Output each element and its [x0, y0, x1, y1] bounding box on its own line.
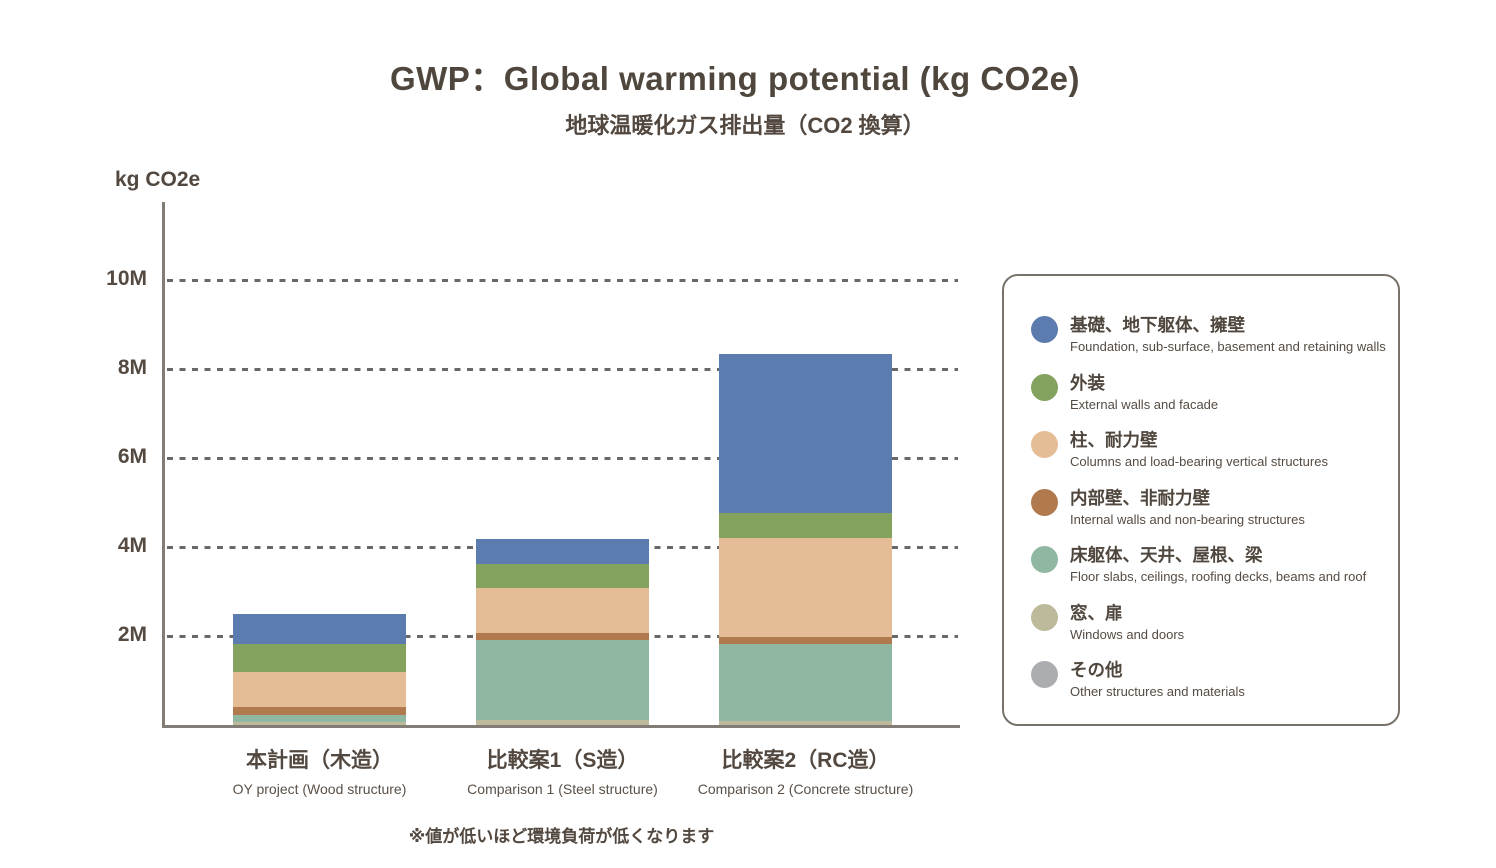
bar-segment	[719, 513, 892, 539]
y-axis-unit-label: kg CO2e	[115, 168, 201, 191]
bar-segment	[476, 563, 649, 588]
category-label-concrete-ja: 比較案2（RC造）	[721, 749, 890, 772]
x-axis-line	[162, 724, 960, 728]
legend-foundation-ja: 基礎、地下躯体、擁壁	[1070, 315, 1245, 335]
y-tick-label-10M: 10M	[106, 267, 147, 290]
category-label-steel: 比較案1（S造） Comparison 1 (Steel structure)	[423, 744, 703, 797]
legend-item-columns: 柱、耐力壁 Columns and load-bearing vertical …	[1031, 429, 1381, 470]
bar-segment	[233, 707, 406, 716]
footnote: ※値が低いほど環境負荷が低くなります	[408, 827, 715, 846]
bar-segment	[719, 720, 892, 725]
category-label-wood-en: OY project (Wood structure)	[232, 781, 407, 797]
legend-foundation-en: Foundation, sub-surface, basement and re…	[1070, 339, 1386, 354]
bar-segment	[233, 644, 406, 673]
legend-item-external: 外装 External walls and facade	[1031, 372, 1381, 413]
legend-windows-ja: 窓、扉	[1070, 602, 1123, 623]
gridline-6M	[167, 456, 958, 460]
windows-color-dot-icon	[1031, 603, 1058, 631]
legend-other-en: Other structures and materials	[1070, 684, 1245, 699]
category-label-steel-en: Comparison 1 (Steel structure)	[467, 781, 658, 797]
y-axis-line	[162, 202, 165, 727]
y-tick-label-8M: 8M	[117, 356, 147, 379]
legend-internal-en: Internal walls and non-bearing structure…	[1070, 511, 1305, 527]
bar-segment	[476, 720, 649, 725]
legend-external-ja: 外装	[1070, 372, 1105, 393]
y-tick-label-6M: 6M	[117, 445, 147, 468]
bar-segment	[719, 354, 892, 514]
stacked-bar-1	[233, 614, 406, 725]
legend-item-internal: 内部壁、非耐力壁 Internal walls and non-bearing …	[1031, 487, 1381, 528]
chart-subtitle: 地球温暖化ガス排出量（CO2 換算）	[565, 113, 925, 138]
category-label-wood-ja: 本計画（木造）	[246, 749, 393, 772]
columns-color-dot-icon	[1031, 431, 1058, 458]
stacked-bar-3	[719, 354, 892, 725]
category-label-steel-ja: 比較案1（S造）	[486, 749, 639, 772]
chart-title: GWP：Global warming potential (kg CO2e)	[389, 60, 1081, 97]
bar-segment	[233, 672, 406, 708]
bar-segment	[476, 640, 649, 721]
bar-segment	[476, 633, 649, 641]
legend-item-windows: 窓、扉 Windows and doors	[1031, 602, 1381, 643]
category-label-concrete: 比較案2（RC造） Comparison 2 (Concrete structu…	[666, 744, 946, 797]
legend-internal-ja: 内部壁、非耐力壁	[1070, 487, 1210, 508]
legend-columns-ja: 柱、耐力壁	[1070, 430, 1158, 450]
legend-external-en: External walls and facade	[1070, 396, 1219, 412]
gridline-8M	[167, 367, 958, 371]
bar-segment	[233, 721, 406, 725]
legend-item-other: その他 Other structures and materials	[1031, 659, 1381, 700]
legend-columns-en: Columns and load-bearing vertical struct…	[1070, 454, 1328, 469]
legend-item-floor: 床躯体、天井、屋根、梁 Floor slabs, ceilings, roofi…	[1031, 544, 1381, 585]
bar-segment	[719, 538, 892, 637]
bar-segment	[476, 587, 649, 634]
bar-segment	[719, 636, 892, 645]
category-label-concrete-en: Comparison 2 (Concrete structure)	[697, 781, 914, 797]
legend-windows-en: Windows and doors	[1070, 626, 1185, 642]
bar-segment	[719, 644, 892, 721]
stacked-bar-2	[476, 539, 649, 725]
bar-segment	[233, 614, 406, 645]
legend-floor-ja: 床躯体、天井、屋根、梁	[1070, 545, 1263, 565]
bar-segment	[233, 715, 406, 722]
legend-floor-en: Floor slabs, ceilings, roofing decks, be…	[1070, 569, 1367, 584]
y-tick-label-2M: 2M	[117, 623, 147, 646]
other-color-dot-icon	[1031, 661, 1058, 688]
legend-other-ja: その他	[1070, 660, 1123, 680]
bar-segment	[476, 539, 649, 564]
legend-box: 基礎、地下躯体、擁壁 Foundation, sub-surface, base…	[1002, 274, 1400, 726]
legend-item-foundation: 基礎、地下躯体、擁壁 Foundation, sub-surface, base…	[1031, 314, 1386, 355]
foundation-color-dot-icon	[1031, 316, 1058, 343]
external-color-dot-icon	[1031, 373, 1058, 401]
floor-color-dot-icon	[1031, 546, 1058, 573]
gridline-10M	[167, 278, 958, 282]
internal-color-dot-icon	[1031, 488, 1058, 516]
category-label-wood: 本計画（木造） OY project (Wood structure)	[180, 744, 460, 797]
y-tick-label-4M: 4M	[117, 534, 147, 557]
